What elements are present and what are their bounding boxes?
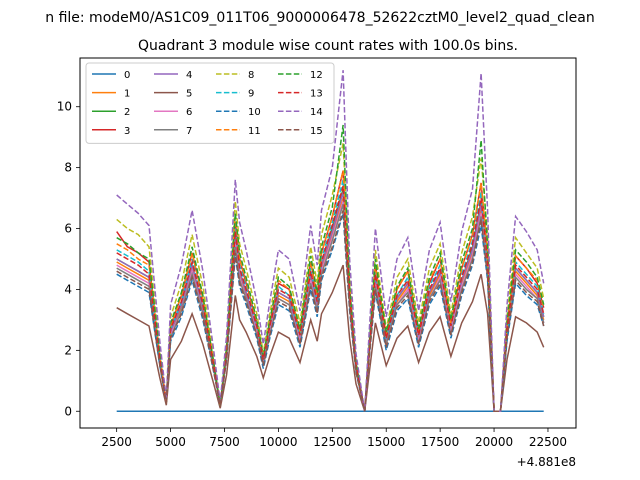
series-line-15 bbox=[116, 210, 545, 413]
legend-label-2: 2 bbox=[124, 107, 130, 118]
series-line-12 bbox=[116, 124, 545, 413]
legend-label-1: 1 bbox=[124, 89, 130, 100]
x-tick-label: 2500 bbox=[101, 435, 132, 449]
axes-frame bbox=[79, 57, 577, 429]
legend-label-0: 0 bbox=[124, 70, 130, 81]
legend-label-3: 3 bbox=[124, 126, 130, 137]
x-tick-label: 10000 bbox=[259, 435, 297, 449]
y-tick-label: 10 bbox=[57, 100, 72, 114]
series-line-10 bbox=[116, 213, 545, 413]
legend-label-15: 15 bbox=[310, 126, 323, 137]
x-tick-label: 5000 bbox=[155, 435, 186, 449]
y-tick-label: 8 bbox=[64, 161, 72, 175]
series-line-13 bbox=[116, 185, 545, 413]
legend-label-12: 12 bbox=[310, 70, 323, 81]
figure-suptitle: n file: modeM0/AS1C09_011T06_9000006478_… bbox=[45, 10, 594, 26]
legend-label-11: 11 bbox=[248, 126, 261, 137]
legend-label-6: 6 bbox=[186, 107, 192, 118]
x-offset-label: +4.881e8 bbox=[517, 455, 576, 469]
series-line-8 bbox=[116, 143, 545, 413]
x-tick-label: 7500 bbox=[209, 435, 240, 449]
series-layer bbox=[116, 70, 545, 413]
legend-label-4: 4 bbox=[186, 70, 192, 81]
x-tick-label: 15000 bbox=[367, 435, 405, 449]
y-tick-label: 2 bbox=[64, 343, 72, 357]
y-tick-label: 0 bbox=[64, 404, 72, 418]
series-line-11 bbox=[116, 170, 545, 413]
legend-label-10: 10 bbox=[248, 107, 261, 118]
series-line-14 bbox=[116, 70, 545, 413]
series-line-5 bbox=[116, 264, 545, 413]
chart-title: Quadrant 3 module wise count rates with … bbox=[138, 38, 518, 54]
series-line-4 bbox=[116, 191, 545, 413]
legend-label-14: 14 bbox=[310, 107, 323, 118]
legend-box bbox=[85, 62, 335, 144]
x-tick-label: 12500 bbox=[313, 435, 351, 449]
ticks-layer: 2500 5000 7500 10000 12500 15000 17500 20000 225… bbox=[57, 100, 567, 449]
legend-label-9: 9 bbox=[248, 89, 254, 100]
x-tick-label: 20000 bbox=[475, 435, 513, 449]
y-tick-label: 4 bbox=[64, 282, 72, 296]
x-tick-label: 17500 bbox=[421, 435, 459, 449]
legend-label-7: 7 bbox=[186, 126, 192, 137]
legend-label-13: 13 bbox=[310, 89, 323, 100]
legend-label-5: 5 bbox=[186, 89, 192, 100]
legend-label-8: 8 bbox=[248, 70, 254, 81]
x-tick-label: 22500 bbox=[529, 435, 567, 449]
y-tick-label: 6 bbox=[64, 222, 72, 236]
